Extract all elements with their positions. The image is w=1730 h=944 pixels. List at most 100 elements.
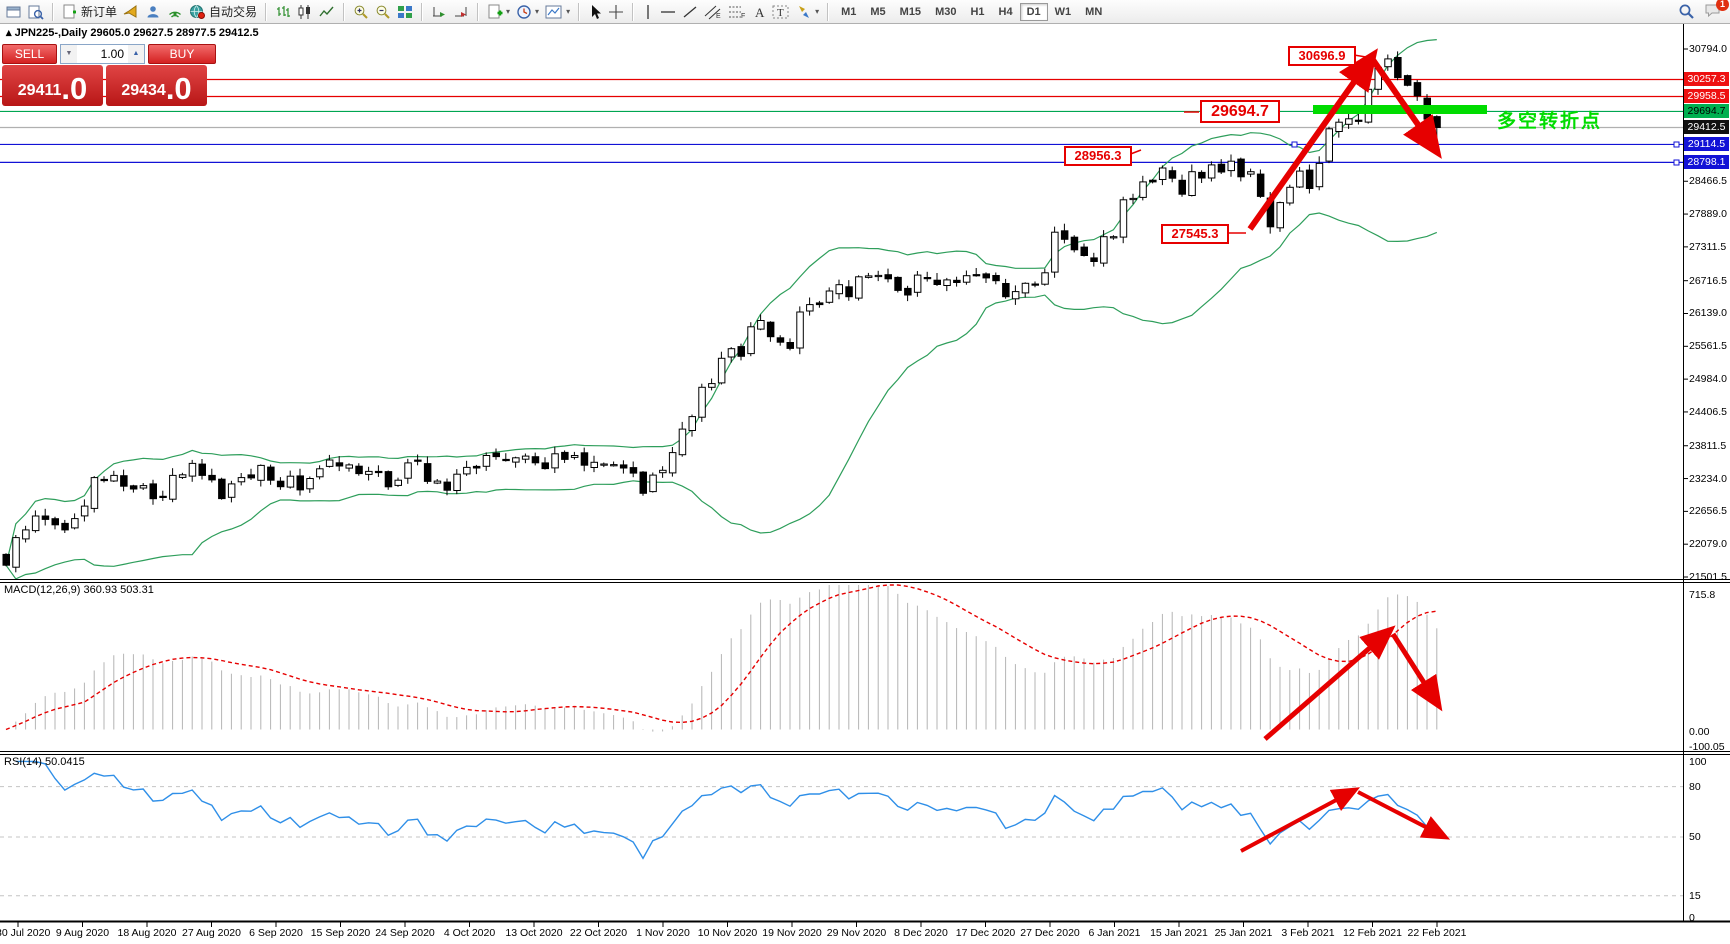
price-tick-label: 26139.0 bbox=[1689, 307, 1727, 320]
price-tick-label: 24406.5 bbox=[1689, 405, 1727, 418]
timeframe-group: M1 M5 M15 M30 H1 H4 D1 W1 MN bbox=[831, 0, 1112, 23]
candle-body bbox=[913, 274, 922, 293]
timeframe-H1[interactable]: H1 bbox=[970, 5, 985, 18]
annotation-peak-price[interactable]: 30696.9 bbox=[1288, 46, 1356, 66]
candle-body bbox=[1354, 119, 1363, 122]
candle-body bbox=[600, 463, 608, 466]
rsi-scale-label: 0 bbox=[1689, 912, 1695, 924]
contacts-button[interactable] bbox=[142, 3, 164, 21]
rsi-arrow[interactable] bbox=[1357, 790, 1451, 840]
date-label: 6 Sep 2020 bbox=[249, 927, 303, 939]
chat-button[interactable]: 1 bbox=[1704, 0, 1729, 21]
new-order-button[interactable]: 新订单 bbox=[59, 2, 120, 21]
annotation-mid-price[interactable]: 28956.3 bbox=[1064, 146, 1132, 166]
macd-arrow[interactable] bbox=[1390, 632, 1443, 712]
candle-body bbox=[1188, 171, 1196, 196]
buy-button[interactable]: BUY bbox=[148, 44, 216, 64]
bar-chart-button[interactable] bbox=[272, 3, 294, 21]
buy-price-box[interactable]: 29434 .0 bbox=[106, 65, 207, 106]
trend-arrow[interactable] bbox=[1247, 48, 1378, 231]
volume-value[interactable]: 1.00 bbox=[100, 47, 124, 61]
candle-body bbox=[267, 466, 275, 481]
line-handle[interactable] bbox=[1673, 159, 1680, 166]
timeframe-M1[interactable]: M1 bbox=[841, 5, 857, 18]
crosshair-tool-button[interactable] bbox=[605, 3, 627, 21]
timeframe-D1[interactable]: D1 bbox=[1019, 2, 1048, 21]
trendline-tool-button[interactable] bbox=[679, 3, 701, 21]
timeframe-M30[interactable]: M30 bbox=[935, 5, 957, 18]
candle-body bbox=[698, 386, 706, 418]
sell-button[interactable]: SELL bbox=[2, 44, 57, 64]
candle-body bbox=[659, 469, 667, 474]
auto-scroll-icon bbox=[433, 6, 446, 17]
pivot-chinese-text[interactable]: 多空转折点 bbox=[1497, 111, 1603, 132]
volume-up-button[interactable]: ▲ bbox=[128, 45, 144, 63]
rsi-arrow[interactable] bbox=[1240, 787, 1361, 853]
text-label-icon: T bbox=[772, 5, 789, 19]
line-handle[interactable] bbox=[1673, 141, 1680, 148]
chart-shift-button[interactable] bbox=[450, 3, 472, 21]
candle-body bbox=[629, 467, 638, 474]
candle-body bbox=[766, 321, 775, 338]
timeframe-M15[interactable]: M15 bbox=[899, 5, 922, 18]
volume-down-button[interactable]: ▼ bbox=[61, 45, 77, 63]
bar-chart-icon bbox=[277, 5, 291, 17]
fibonacci-icon: F bbox=[729, 6, 745, 20]
autotrade-button[interactable]: 自动交易 bbox=[186, 2, 260, 21]
candle-body bbox=[1403, 75, 1412, 86]
macd-arrow[interactable] bbox=[1263, 625, 1396, 741]
trend-arrow[interactable] bbox=[1370, 58, 1442, 159]
candle-body bbox=[365, 470, 373, 475]
text-tool-button[interactable]: A bbox=[749, 3, 769, 21]
candle-body bbox=[423, 463, 432, 482]
cursor-tool-button[interactable] bbox=[585, 3, 605, 21]
timeframe-MN[interactable]: MN bbox=[1085, 5, 1103, 18]
channel-tool-button[interactable]: E bbox=[701, 3, 725, 21]
new-chart-dropdown[interactable]: ▾ bbox=[484, 3, 513, 21]
zoom-in-button[interactable] bbox=[350, 3, 372, 21]
candle-body bbox=[80, 505, 89, 517]
profile-button[interactable] bbox=[25, 3, 47, 21]
annotation-pivot-price[interactable]: 29694.7 bbox=[1200, 100, 1280, 123]
templates-dropdown[interactable]: ▾ bbox=[542, 3, 573, 21]
candle-body bbox=[492, 452, 500, 458]
date-label: 10 Nov 2020 bbox=[697, 927, 758, 939]
candle-body bbox=[1207, 164, 1216, 179]
vline-tool-button[interactable] bbox=[639, 3, 657, 21]
periods-dropdown[interactable]: ▾ bbox=[513, 3, 542, 21]
auto-scroll-button[interactable] bbox=[428, 3, 450, 21]
clock-icon bbox=[517, 4, 531, 19]
label-tool-button[interactable]: T bbox=[769, 3, 793, 21]
candle-body bbox=[120, 475, 128, 487]
news-button[interactable] bbox=[164, 3, 186, 21]
candle-body bbox=[1198, 171, 1206, 179]
price-badge-29694.7: 29694.7 bbox=[1684, 104, 1729, 119]
alerts-button[interactable] bbox=[120, 3, 142, 21]
line-chart-button[interactable] bbox=[316, 3, 338, 21]
date-label: 9 Aug 2020 bbox=[55, 927, 110, 939]
candle-body bbox=[688, 416, 696, 432]
collapse-marker[interactable]: ▴ bbox=[6, 27, 12, 39]
candle-body bbox=[668, 452, 677, 474]
autotrade-label: 自动交易 bbox=[209, 5, 258, 19]
sell-price-box[interactable]: 29411 .0 bbox=[2, 65, 103, 106]
arrows-tool-dropdown[interactable]: ▾ bbox=[793, 3, 822, 21]
line-handle[interactable] bbox=[1291, 141, 1298, 148]
candle-body bbox=[1109, 236, 1118, 239]
timeframe-H4[interactable]: H4 bbox=[998, 5, 1013, 18]
candle-body bbox=[1129, 197, 1137, 201]
timeframe-M5[interactable]: M5 bbox=[870, 5, 886, 18]
hline-tool-button[interactable] bbox=[657, 3, 679, 21]
rsi-line bbox=[15, 760, 1438, 860]
pivot-green-bar[interactable] bbox=[1313, 105, 1487, 114]
fibonacci-tool-button[interactable]: F bbox=[725, 3, 749, 21]
chart-window-button[interactable] bbox=[3, 3, 25, 21]
tile-windows-button[interactable] bbox=[394, 3, 416, 21]
date-label: 6 Jan 2021 bbox=[1088, 927, 1141, 939]
annotation-low-price[interactable]: 27545.3 bbox=[1161, 224, 1229, 244]
search-button[interactable] bbox=[1675, 2, 1698, 21]
zoom-out-button[interactable] bbox=[372, 3, 394, 21]
timeframe-W1[interactable]: W1 bbox=[1054, 5, 1072, 18]
candlestick-chart-button[interactable] bbox=[294, 3, 316, 21]
